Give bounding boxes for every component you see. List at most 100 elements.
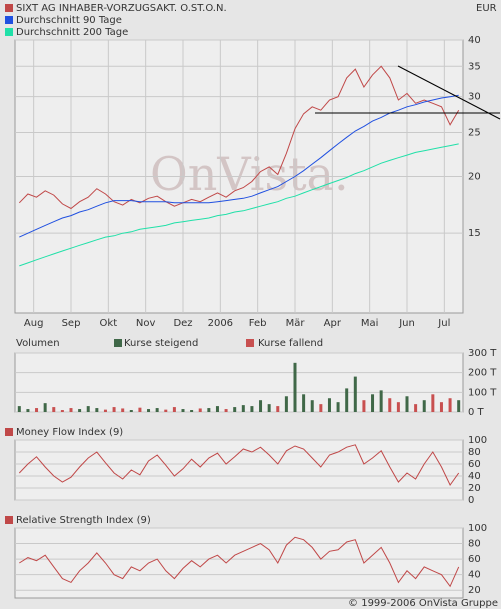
watermark: OnVista. — [150, 147, 349, 201]
y-tick-label: 80 — [468, 539, 481, 550]
bar — [52, 407, 56, 412]
bar — [103, 409, 107, 412]
rsi-panel — [14, 527, 464, 599]
bar — [155, 408, 159, 412]
bar — [17, 406, 21, 412]
rsi-title: Relative Strength Index (9) — [16, 515, 151, 526]
y-tick-label: 15 — [468, 228, 481, 239]
bar — [414, 404, 418, 412]
bar — [43, 403, 47, 412]
line — [18, 444, 460, 486]
y-tick-label: 40 — [468, 35, 481, 46]
x-tick-label: Dez — [173, 318, 192, 329]
bar — [310, 400, 314, 412]
legend-label: Kurse steigend — [124, 338, 198, 349]
y-tick-label: 20 — [468, 172, 481, 183]
bar — [190, 410, 194, 412]
bar — [448, 398, 452, 412]
bar — [60, 410, 64, 412]
y-tick-label: 0 T — [468, 407, 485, 418]
x-tick-label: Okt — [100, 318, 118, 329]
bar — [121, 408, 125, 412]
x-tick-label: Feb — [249, 318, 267, 329]
x-tick-label: Mär — [286, 318, 306, 329]
x-tick-label: Jun — [398, 318, 415, 329]
volume-title: Volumen — [16, 338, 60, 349]
x-tick-label: Nov — [136, 318, 156, 329]
legend-swatch — [5, 28, 13, 36]
title-swatch — [5, 428, 13, 436]
bar — [112, 407, 116, 412]
bar — [224, 409, 228, 412]
bar — [293, 362, 297, 412]
trend-line — [397, 65, 501, 120]
bar — [95, 408, 99, 412]
y-tick-label: 100 — [468, 523, 487, 534]
bar — [405, 396, 409, 412]
y-tick-label: 20 — [468, 483, 481, 494]
line — [19, 94, 459, 238]
bar — [457, 400, 461, 412]
mfi-panel — [14, 439, 464, 501]
legend-label: Durchschnitt 200 Tage — [16, 27, 128, 38]
y-tick-label: 300 T — [468, 348, 497, 359]
bar — [319, 404, 323, 412]
bar — [362, 400, 366, 412]
line — [18, 65, 460, 210]
y-tick-label: 100 — [468, 435, 487, 446]
bar — [439, 402, 443, 412]
bar — [172, 407, 176, 412]
y-tick-label: 25 — [468, 128, 481, 139]
bar — [302, 394, 306, 412]
y-tick-label: 80 — [468, 447, 481, 458]
line — [19, 536, 460, 588]
x-tick-label: Aug — [24, 318, 44, 329]
bar — [215, 406, 219, 412]
bar — [129, 410, 133, 412]
bar — [336, 402, 340, 412]
y-tick-label: 0 — [468, 495, 474, 506]
legend-label: Durchschnitt 90 Tage — [16, 15, 122, 26]
bar — [345, 388, 349, 412]
bar — [78, 409, 82, 412]
bar — [69, 408, 73, 412]
bar — [147, 409, 151, 412]
bar — [388, 398, 392, 412]
bar — [396, 402, 400, 412]
y-tick-label: 20 — [468, 585, 481, 596]
x-tick-label: Jul — [437, 318, 450, 329]
bar — [26, 409, 30, 412]
x-tick-label: 2006 — [208, 318, 233, 329]
currency: EUR — [476, 3, 497, 14]
x-tick-label: Apr — [324, 318, 342, 329]
bar — [276, 406, 280, 412]
bar — [327, 398, 331, 412]
bar — [422, 400, 426, 412]
y-tick-label: 40 — [468, 471, 481, 482]
bar — [86, 406, 90, 412]
marks: 15 20 25 30 35 40 Aug Sep Okt Nov Dez 2006 Feb Mär Apr… — [5, 3, 497, 596]
y-tick-label: 60 — [468, 459, 481, 470]
volume-panel — [14, 352, 464, 413]
y-tick-label: 60 — [468, 554, 481, 565]
bar — [35, 408, 39, 412]
bar — [284, 396, 288, 412]
y-tick-label: 200 T — [468, 368, 497, 379]
title-swatch — [5, 516, 13, 524]
bar — [138, 407, 142, 412]
bar — [198, 408, 202, 412]
bar — [241, 405, 245, 412]
bar — [250, 406, 254, 412]
bar — [353, 376, 357, 412]
bar — [164, 409, 168, 412]
footer: © 1999-2006 OnVista Gruppe — [348, 598, 498, 609]
bar — [431, 394, 435, 412]
y-tick-label: 100 T — [468, 387, 497, 398]
bar — [259, 400, 263, 412]
mfi-title: Money Flow Index (9) — [16, 427, 123, 438]
x-tick-label: Mai — [361, 318, 379, 329]
legend-swatch — [246, 339, 254, 347]
bar — [207, 408, 211, 412]
